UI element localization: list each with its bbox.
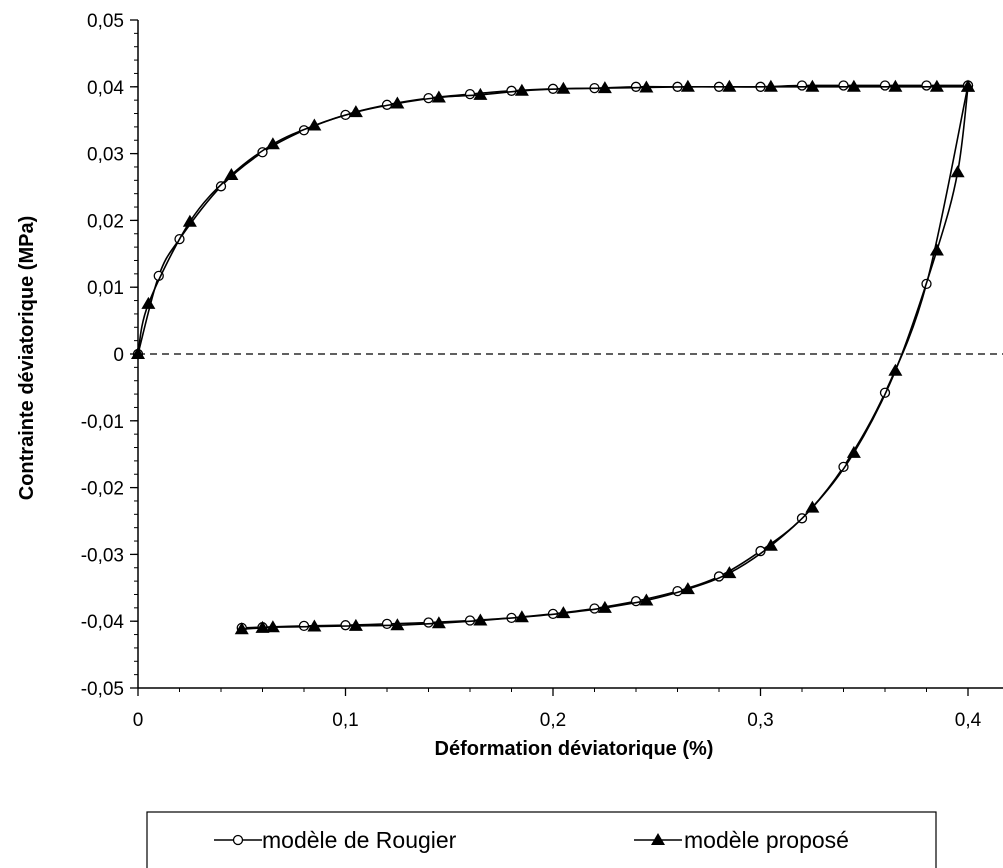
data-point-triangle — [639, 593, 654, 606]
series-line-unloading — [241, 86, 969, 631]
x-tick-label: 0,4 — [955, 710, 982, 731]
legend-item-rougier: modèle de Rougier — [214, 827, 457, 853]
data-point-triangle — [348, 618, 363, 631]
data-point-circle — [838, 80, 849, 91]
y-tick-label: -0,04 — [81, 612, 125, 633]
data-point-triangle — [514, 610, 529, 623]
data-point-triangle — [473, 613, 488, 626]
x-tick-label: 0,1 — [332, 710, 358, 731]
series-propose — [131, 79, 975, 635]
data-point-triangle — [763, 538, 778, 551]
y-tick-label: 0,05 — [87, 11, 124, 32]
y-axis-title: Contrainte déviatorique (MPa) — [16, 216, 38, 500]
data-point-triangle — [265, 137, 280, 150]
data-point-triangle — [929, 243, 944, 256]
data-point-triangle — [680, 79, 695, 92]
y-tick-label: 0 — [113, 345, 124, 366]
y-axis-ticks: 0,05 0,04 0,03 0,02 0,01 0 -0,01 -0,02 -0,03 -0,0… — [81, 11, 138, 700]
legend-label-propose: modèle proposé — [684, 827, 849, 853]
plot-area — [137, 20, 1003, 689]
y-tick-label: 0,04 — [87, 78, 124, 99]
legend-item-propose: modèle proposé — [634, 827, 849, 853]
data-point-triangle — [846, 445, 861, 458]
data-point-triangle — [961, 79, 975, 92]
data-point-circle — [423, 617, 434, 628]
data-point-circle — [215, 181, 227, 192]
x-tick-label: 0 — [133, 710, 144, 731]
data-point-triangle — [929, 79, 944, 92]
data-point-triangle — [431, 90, 446, 103]
series-line-loading — [137, 85, 968, 355]
legend: modèle de Rougier modèle proposé — [146, 811, 937, 868]
series-line-unloading — [241, 85, 969, 629]
data-point-circle — [921, 80, 932, 91]
data-point-triangle — [473, 87, 488, 100]
data-point-triangle — [888, 79, 903, 92]
data-point-triangle — [556, 606, 571, 619]
legend-circle-marker — [232, 834, 244, 846]
data-point-triangle — [224, 167, 239, 180]
series-line-loading — [137, 84, 968, 355]
data-point-triangle — [680, 582, 695, 595]
data-point-circle — [464, 88, 476, 100]
data-point-triangle — [950, 165, 965, 178]
x-axis-ticks: 0 0,1 0,2 0,3 0,4 — [133, 688, 982, 731]
data-point-triangle — [805, 500, 820, 513]
data-point-circle — [879, 80, 891, 91]
data-point-triangle — [234, 622, 249, 635]
series-layer — [131, 79, 975, 635]
data-point-triangle — [182, 214, 197, 227]
y-tick-label: -0,03 — [81, 545, 124, 566]
data-point-triangle — [141, 296, 156, 309]
legend-box — [146, 811, 937, 868]
data-point-circle — [796, 80, 808, 91]
x-tick-label: 0,3 — [747, 710, 773, 731]
y-tick-label: -0,01 — [81, 412, 124, 433]
data-point-triangle — [722, 79, 737, 92]
y-tick-label: -0,05 — [81, 679, 124, 700]
data-point-triangle — [639, 80, 654, 93]
data-point-triangle — [431, 616, 446, 629]
data-point-circle — [630, 596, 642, 607]
data-point-triangle — [556, 81, 571, 94]
data-point-triangle — [888, 363, 903, 376]
data-point-circle — [381, 618, 393, 630]
data-point-triangle — [390, 618, 405, 631]
data-point-triangle — [348, 105, 363, 118]
data-point-triangle — [597, 600, 612, 613]
data-point-triangle — [131, 347, 145, 359]
series-rougier — [132, 80, 974, 634]
data-point-triangle — [514, 83, 529, 96]
data-point-triangle — [265, 620, 280, 633]
data-point-triangle — [307, 118, 322, 131]
data-point-triangle — [307, 619, 322, 632]
y-tick-label: 0,01 — [87, 278, 124, 299]
y-tick-label: 0,02 — [87, 211, 124, 232]
data-point-triangle — [390, 96, 405, 109]
legend-label-rougier: modèle de Rougier — [262, 827, 457, 853]
data-point-triangle — [846, 79, 861, 92]
x-tick-label: 0,2 — [540, 710, 566, 731]
data-point-triangle — [597, 81, 612, 94]
data-point-triangle — [763, 79, 778, 92]
data-point-triangle — [722, 566, 737, 579]
data-point-triangle — [805, 79, 820, 92]
y-tick-label: 0,03 — [87, 145, 124, 166]
x-axis-title: Déformation déviatorique (%) — [435, 738, 714, 760]
data-point-triangle — [255, 620, 270, 633]
legend-triangle-marker — [651, 833, 665, 845]
y-tick-label: -0,02 — [81, 479, 124, 500]
